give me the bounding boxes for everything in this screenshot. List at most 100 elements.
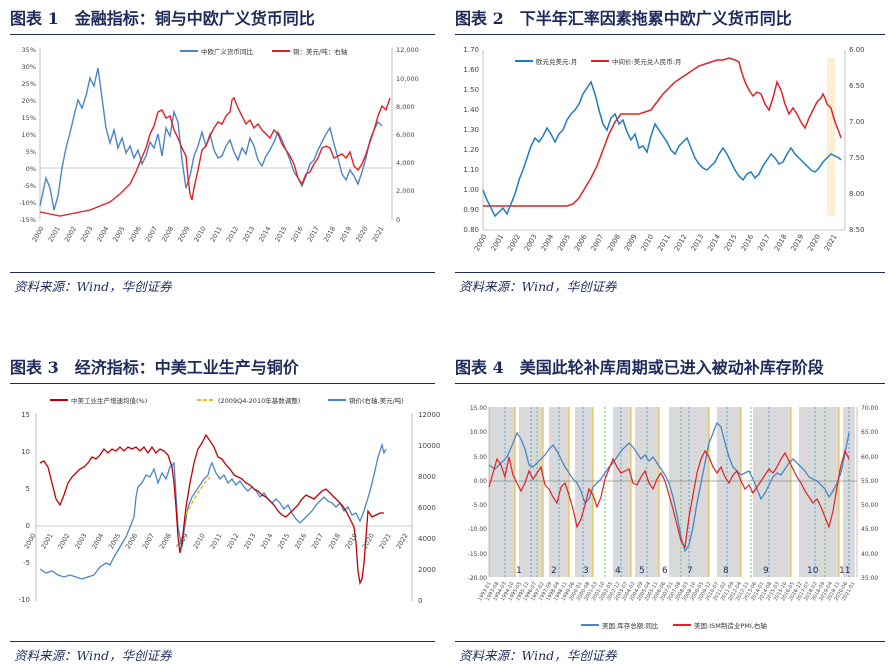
x-tick-label: 2017 bbox=[756, 233, 772, 252]
cycle-label: 10 bbox=[807, 566, 819, 576]
axis-tick: 55.00 bbox=[861, 478, 878, 485]
right-axis: 6.00 6.50 7.00 7.50 8.00 8.50 bbox=[849, 46, 865, 234]
axis-tick: 15% bbox=[22, 114, 36, 122]
title-divider bbox=[10, 34, 435, 35]
figure-3-panel: 图表 3 经济指标：中美工业生产与铜价 中美工业生产增速均值(%) (2009Q… bbox=[10, 355, 440, 665]
axis-tick: 35% bbox=[22, 46, 36, 54]
x-tick-label: 2015 bbox=[273, 225, 288, 243]
figure-1-chart: 中欧广义货币同比 铜：美元/吨：右轴 35% 30% 25% 20% 15% 1… bbox=[19, 46, 419, 243]
x-tick-label: 2008 bbox=[160, 225, 175, 243]
cycle-label: 7 bbox=[687, 566, 693, 576]
axis-tick: 7.50 bbox=[849, 154, 865, 162]
figure-4-panel: 图表 4 美国此轮补库周期或已进入被动补库存阶段 bbox=[455, 355, 885, 665]
axis-tick: 6.00 bbox=[849, 46, 865, 54]
axis-tick: 10% bbox=[22, 131, 36, 139]
axis-tick: -10 bbox=[19, 596, 30, 604]
legend-label-pmi: 美国:ISM制造业PMI,右轴 bbox=[694, 621, 767, 630]
x-tick-label: 2009 bbox=[176, 225, 191, 243]
x-tick-label: 2007 bbox=[141, 532, 156, 550]
x-axis: 2000 2001 2002 2003 2004 2005 2006 2007 2008 2009… bbox=[23, 532, 410, 550]
left-axis: 35% 30% 25% 20% 15% 10% 5% 0% -5% -10% -… bbox=[19, 46, 36, 224]
axis-tick: -15.00 bbox=[468, 551, 488, 558]
axis-tick: 1.30 bbox=[463, 126, 479, 134]
x-tick-label: 2014 bbox=[706, 233, 722, 253]
axis-tick: 45.00 bbox=[861, 526, 878, 533]
axis-tick: 1.20 bbox=[463, 146, 479, 154]
cycle-shade bbox=[489, 407, 515, 577]
axis-tick: -5.00 bbox=[471, 502, 487, 509]
x-tick-label: 2010 bbox=[192, 225, 207, 243]
x-tick-label: 2007 bbox=[590, 233, 606, 252]
right-axis: 12000 10000 8000 6000 4000 2000 0 bbox=[418, 411, 440, 605]
x-tick-label: 2005 bbox=[111, 225, 126, 243]
cycle-shade bbox=[575, 407, 593, 577]
axis-tick: 0% bbox=[26, 165, 36, 173]
x-tick-label: 2021 bbox=[378, 532, 393, 550]
cycle-shade bbox=[613, 407, 631, 577]
x-tick-label: 2000 bbox=[473, 233, 489, 252]
figure-4-chart: 15.00 10.00 5.00 0.00 -5.00 -10.00 -15.0… bbox=[468, 405, 879, 630]
legend: 中美工业生产增速均值(%) (2009Q4-2010年基数调整) 铜价(右轴,美… bbox=[50, 396, 404, 405]
axis-tick: 2,000 bbox=[396, 187, 415, 195]
axis-tick: 8000 bbox=[418, 473, 436, 481]
cycle-shade bbox=[717, 407, 741, 577]
x-tick-label: 2013 bbox=[690, 233, 706, 252]
figure-3-title: 图表 3 经济指标：中美工业生产与铜价 bbox=[10, 358, 299, 377]
x-tick-label: 2002 bbox=[506, 233, 522, 252]
axis-tick: 5% bbox=[26, 148, 36, 156]
x-tick-label: 2021 bbox=[371, 225, 386, 243]
cycle-labels: 1 2 3 4 5 6 7 8 9 10 11 bbox=[516, 566, 850, 576]
cycle-markers bbox=[504, 407, 850, 577]
cycle-label: 2 bbox=[551, 566, 557, 576]
axis-tick: 10 bbox=[21, 448, 30, 456]
x-tick-label: 2014 bbox=[259, 532, 274, 550]
figure-2-title: 图表 2 下半年汇率因素拖累中欧广义货币同比 bbox=[455, 9, 792, 28]
x-tick-label: 2000 bbox=[23, 532, 38, 550]
axis-tick: -5 bbox=[23, 559, 30, 567]
axis-tick: 1.10 bbox=[463, 166, 479, 174]
axis-tick: 0 bbox=[396, 216, 400, 224]
x-tick-label: 2001 bbox=[490, 233, 506, 252]
axis-tick: 12,000 bbox=[396, 46, 419, 54]
axis-tick: 8,000 bbox=[396, 103, 415, 111]
cycle-label: 4 bbox=[615, 566, 621, 576]
x-tick-label: 2003 bbox=[73, 532, 88, 550]
x-tick-label: 2003 bbox=[79, 225, 94, 243]
x-tick-label: 2020 bbox=[354, 225, 369, 243]
axis-tick: 7.00 bbox=[849, 118, 865, 126]
axis-tick: 10000 bbox=[418, 442, 440, 450]
x-tick-label: 2012 bbox=[225, 225, 240, 243]
axis-tick: 25% bbox=[22, 80, 36, 88]
axis-tick: -20.00 bbox=[468, 575, 488, 582]
axis-tick: 15.00 bbox=[470, 405, 487, 412]
legend-label-copper: 铜价(右轴,美元/吨) bbox=[349, 396, 404, 405]
axis-tick: 70.00 bbox=[861, 405, 878, 412]
cycle-label: 1 bbox=[516, 566, 522, 576]
axis-tick: 15 bbox=[21, 411, 30, 419]
axis-tick: 2000 bbox=[418, 566, 436, 574]
axis-tick: 35.00 bbox=[861, 575, 878, 582]
highlight-band bbox=[827, 58, 835, 216]
axis-tick: 60.00 bbox=[861, 454, 878, 461]
axis-tick: 4000 bbox=[418, 535, 436, 543]
x-tick-label: 2010 bbox=[192, 532, 207, 550]
axis-tick: 20% bbox=[22, 97, 36, 105]
axis-tick: 30% bbox=[22, 63, 36, 71]
cycle-shade bbox=[753, 407, 791, 577]
axis-tick: 4,000 bbox=[396, 159, 415, 167]
x-tick-label: 2018 bbox=[327, 532, 342, 550]
source-note: 资料来源：Wind，华创证券 bbox=[14, 648, 172, 663]
cycle-label: 8 bbox=[723, 566, 729, 576]
axis-tick: -15% bbox=[19, 216, 36, 224]
legend-label-eurusd: 欧元兑美元:月 bbox=[536, 57, 577, 66]
source-divider bbox=[10, 641, 435, 642]
x-tick-label: 2020 bbox=[361, 532, 376, 550]
axis-tick: 0.80 bbox=[463, 226, 479, 234]
legend: 美国:库存总额:同比 美国:ISM制造业PMI,右轴 bbox=[581, 621, 767, 630]
x-tick-label: 2012 bbox=[673, 233, 689, 252]
figure-1-title: 图表 1 金融指标：铜与中欧广义货币同比 bbox=[10, 9, 315, 28]
x-axis: 1993-011993-081994-031994-101995-051995-… bbox=[477, 581, 857, 602]
axis-tick: 12000 bbox=[418, 411, 440, 419]
x-tick-label: 2014 bbox=[257, 225, 272, 243]
x-tick-label: 2004 bbox=[90, 532, 105, 550]
